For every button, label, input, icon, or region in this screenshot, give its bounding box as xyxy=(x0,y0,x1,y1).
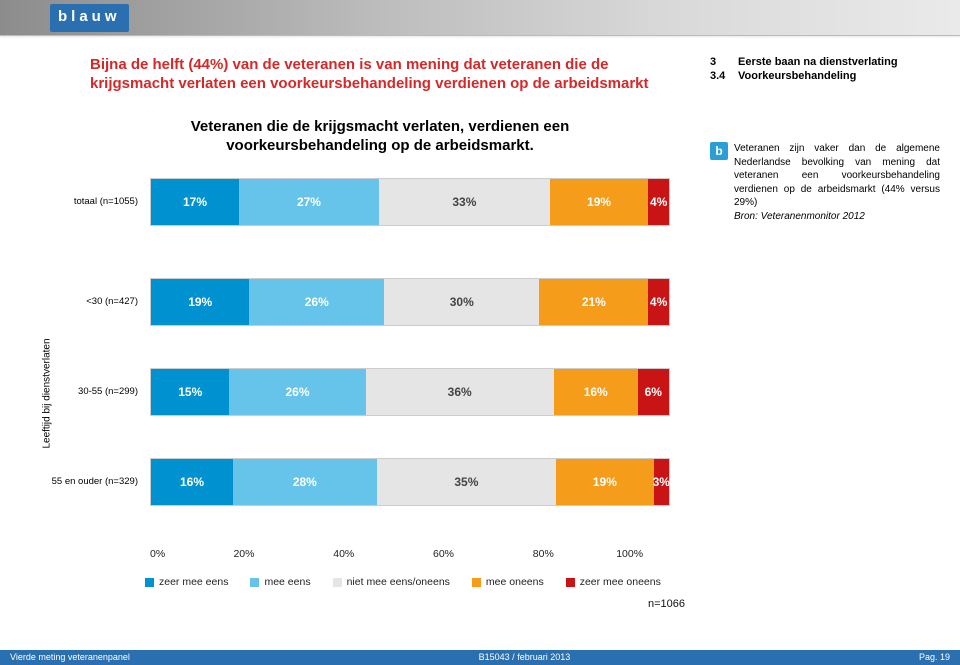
bar-segment: 15% xyxy=(151,369,229,415)
bar-segment: 16% xyxy=(151,459,233,505)
legend-n-line: n=1066 xyxy=(145,598,685,610)
legend-label: mee oneens xyxy=(486,576,544,588)
chart-row: 55 en ouder (n=329)16%28%35%19%3% xyxy=(150,458,670,506)
x-tick: 0% xyxy=(150,548,165,564)
bar-segment: 35% xyxy=(377,459,557,505)
row-label: 30-55 (n=299) xyxy=(40,368,142,416)
legend-swatch xyxy=(145,578,154,587)
x-tick: 20% xyxy=(233,548,254,564)
legend-swatch xyxy=(472,578,481,587)
page-footer: Vierde meting veteranenpanel B15043 / fe… xyxy=(0,650,960,665)
bar-segment: 6% xyxy=(638,369,669,415)
chart-row: totaal (n=1055)17%27%33%19%4% xyxy=(150,178,670,226)
bar-segment: 16% xyxy=(554,369,638,415)
legend-swatch xyxy=(250,578,259,587)
chapter-line: 3 Eerste baan na dienstverlating xyxy=(710,56,940,68)
bar-segment: 19% xyxy=(151,279,249,325)
chart: Leeftijd bij dienstverlaten totaal (n=10… xyxy=(45,168,675,578)
bar-segment: 26% xyxy=(229,369,365,415)
x-tick: 40% xyxy=(333,548,354,564)
legend-label: zeer mee oneens xyxy=(580,576,661,588)
bar-segment: 33% xyxy=(379,179,550,225)
note-text-block: Veteranen zijn vaker dan de algemene Ned… xyxy=(734,142,940,223)
bar-segment: 36% xyxy=(366,369,554,415)
note-box: b Veteranen zijn vaker dan de algemene N… xyxy=(710,142,940,223)
x-axis-ticks: 0% 20% 40% 60% 80% 100% xyxy=(150,548,670,564)
bar-segment: 19% xyxy=(556,459,653,505)
section-line: 3.4 Voorkeursbehandeling xyxy=(710,70,940,82)
chapter-number: 3 xyxy=(710,56,732,68)
header-strip: blauw xyxy=(0,0,960,36)
legend-item: mee oneens xyxy=(472,576,544,588)
bar-segment: 27% xyxy=(239,179,379,225)
legend-label: niet mee eens/oneens xyxy=(347,576,450,588)
stacked-bar: 17%27%33%19%4% xyxy=(150,178,670,226)
legend-item: mee eens xyxy=(250,576,310,588)
chapter-title: Eerste baan na dienstverlating xyxy=(738,56,898,68)
logo-text: blauw xyxy=(58,5,121,29)
legend-label: zeer mee eens xyxy=(159,576,228,588)
footer-mid: B15043 / februari 2013 xyxy=(479,650,571,665)
row-label: totaal (n=1055) xyxy=(40,178,142,226)
x-tick: 60% xyxy=(433,548,454,564)
note-source: Bron: Veteranenmonitor 2012 xyxy=(734,211,865,222)
stacked-bar: 16%28%35%19%3% xyxy=(150,458,670,506)
chart-row: 30-55 (n=299)15%26%36%16%6% xyxy=(150,368,670,416)
page-heading: Bijna de helft (44%) van de veteranen is… xyxy=(90,56,650,94)
chart-legend: zeer mee eens mee eens niet mee eens/oneen… xyxy=(145,576,685,610)
logo: blauw xyxy=(50,4,129,32)
bar-segment: 19% xyxy=(550,179,648,225)
chart-title: Veteranen die de krijgsmacht verlaten, v… xyxy=(160,118,600,156)
bar-segment: 21% xyxy=(539,279,648,325)
brand-badge-icon: b xyxy=(710,142,728,160)
side-panel: 3 Eerste baan na dienstverlating 3.4 Voo… xyxy=(710,56,940,223)
footer-left: Vierde meting veteranenpanel xyxy=(10,650,130,665)
legend-item: zeer mee oneens xyxy=(566,576,661,588)
footer-right: Pag. 19 xyxy=(919,650,950,665)
bar-segment: 3% xyxy=(654,459,669,505)
bar-segment: 26% xyxy=(249,279,384,325)
legend-swatch xyxy=(566,578,575,587)
section-title: Voorkeursbehandeling xyxy=(738,70,856,82)
n-label: n=1066 xyxy=(648,598,685,610)
bar-segment: 4% xyxy=(648,179,669,225)
bar-segment: 17% xyxy=(151,179,239,225)
legend-item: zeer mee eens xyxy=(145,576,228,588)
bar-segment: 30% xyxy=(384,279,539,325)
legend-swatch xyxy=(333,578,342,587)
x-tick: 100% xyxy=(616,548,643,564)
section-number: 3.4 xyxy=(710,70,732,82)
chart-rows: totaal (n=1055)17%27%33%19%4% <30 (n=427)… xyxy=(150,168,670,528)
bar-segment: 4% xyxy=(648,279,669,325)
row-label: <30 (n=427) xyxy=(40,278,142,326)
note-text: Veteranen zijn vaker dan de algemene Ned… xyxy=(734,143,940,208)
stacked-bar: 15%26%36%16%6% xyxy=(150,368,670,416)
stacked-bar: 19%26%30%21%4% xyxy=(150,278,670,326)
bar-segment: 28% xyxy=(233,459,377,505)
chart-row: <30 (n=427)19%26%30%21%4% xyxy=(150,278,670,326)
row-label: 55 en ouder (n=329) xyxy=(40,458,142,506)
x-tick: 80% xyxy=(533,548,554,564)
legend-label: mee eens xyxy=(264,576,310,588)
legend-item: niet mee eens/oneens xyxy=(333,576,450,588)
